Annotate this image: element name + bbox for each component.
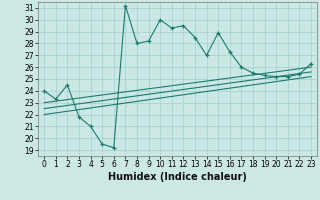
X-axis label: Humidex (Indice chaleur): Humidex (Indice chaleur) bbox=[108, 172, 247, 182]
